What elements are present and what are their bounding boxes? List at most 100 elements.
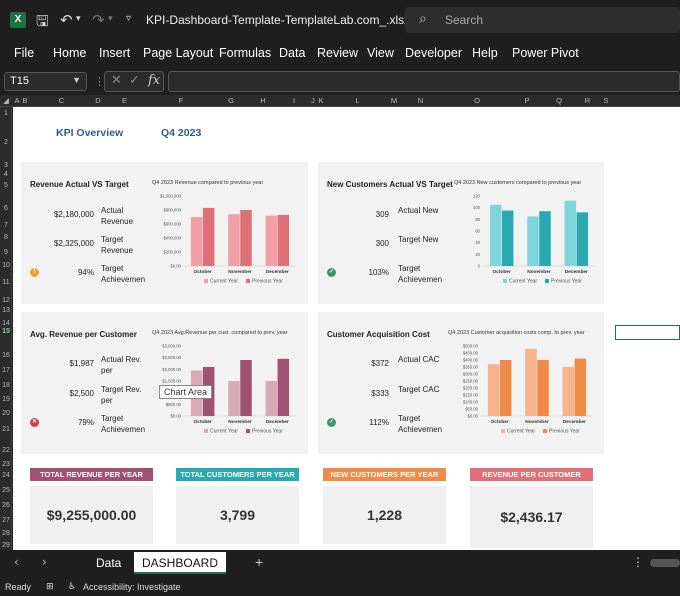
more-options-icon[interactable]: ⋮ [94,76,105,88]
column-header[interactable]: D [95,96,101,105]
cancel-icon[interactable]: ✕ [111,73,122,88]
row-header-selected[interactable]: 15 [2,328,10,335]
redo-icon[interactable]: ↷ [92,11,105,29]
menu-file[interactable]: File [14,46,35,60]
menu-view[interactable]: View [367,46,394,60]
menu-help[interactable]: Help [472,46,498,60]
column-header[interactable]: S [603,96,609,105]
column-header[interactable]: K [318,96,324,105]
add-sheet-icon[interactable]: + [255,554,264,570]
column-header[interactable]: G [228,96,234,105]
chart-bar[interactable] [525,348,537,416]
chart-bar[interactable] [240,360,252,416]
undo-icon[interactable]: ↶ [60,11,73,29]
column-header[interactable]: L [355,96,360,105]
chart-bar[interactable] [228,381,240,416]
chart-bar[interactable] [265,215,278,266]
undo-dropdown-icon[interactable]: ▾ [76,14,81,24]
menu-home[interactable]: Home [53,46,87,60]
kpi-panel-new-customers[interactable]: New Customers Actual VS Target 309 Actua… [318,162,604,304]
row-header[interactable]: 5 [4,182,8,189]
column-header[interactable]: N [417,96,424,105]
column-header[interactable]: J [311,96,315,105]
dashboard-sheet[interactable]: KPI Overview Q4 2023 Revenue Actual VS T… [13,107,613,550]
chart-bar[interactable] [202,207,215,266]
chevron-down-icon[interactable]: ▼ [72,75,81,85]
prev-sheet-icon[interactable]: ‹ [14,555,19,569]
menu-data[interactable]: Data [279,46,306,60]
kpi-panel-avg-revenue[interactable]: Avg. Revenue per Customer $1,987 Actual … [21,312,308,454]
row-header[interactable]: 1 [4,110,8,117]
row-header[interactable]: 23 [2,461,10,468]
kpi-panel-cac[interactable]: Customer Acquisition Cost $372 Actual CA… [318,312,604,454]
save-icon[interactable]: 🖫 [36,12,49,30]
row-header[interactable]: 18 [2,382,10,389]
row-header[interactable]: 10 [2,262,10,269]
chart-bar[interactable] [499,360,512,416]
row-header[interactable]: 2 [4,139,8,146]
horizontal-scrollbar[interactable] [650,559,680,567]
kpi-panel-revenue[interactable]: Revenue Actual VS Target $2,180,000 Actu… [21,162,308,304]
column-header[interactable]: I [292,96,296,105]
chart-bar[interactable] [537,360,549,416]
row-header[interactable]: 14 [2,320,10,327]
chart-bar[interactable] [574,358,587,416]
row-header[interactable]: 11 [2,279,10,286]
insert-function-icon[interactable]: fx [148,73,161,88]
chart-bar[interactable] [190,217,203,266]
accessibility-status[interactable]: Accessibility: Investigate [83,582,181,592]
cac-bar-chart[interactable]: $500.00 $450.00 $400.00 $350.00 $300.00 $250.… [449,342,599,448]
chart-bar[interactable] [487,364,500,416]
redo-dropdown-icon[interactable]: ▾ [108,14,113,24]
menu-insert[interactable]: Insert [99,46,131,60]
row-header[interactable]: 27 [2,517,10,524]
menu-review[interactable]: Review [317,46,358,60]
chart-bar[interactable] [539,211,551,266]
row-header[interactable]: 21 [2,426,10,433]
row-header[interactable]: 24 [2,472,10,479]
row-header[interactable]: 9 [4,249,8,256]
chart-bar[interactable] [501,210,514,266]
more-options-icon[interactable]: ⋮ [632,555,644,569]
formula-input[interactable] [168,71,680,92]
chart-bar[interactable] [240,210,252,266]
macro-icon[interactable]: ⊞ [46,582,54,592]
column-header[interactable]: H [260,96,266,105]
row-header[interactable]: 19 [2,396,10,403]
row-header[interactable]: 17 [2,367,10,374]
chart-bar[interactable] [527,216,539,266]
row-header[interactable]: 7 [4,222,8,229]
accessibility-icon[interactable]: ♿ [68,582,77,592]
tab-data[interactable]: Data [96,556,122,570]
column-header[interactable]: A [14,96,20,105]
chart-bar[interactable] [277,358,290,416]
column-header[interactable]: P [524,96,530,105]
chart-bar[interactable] [564,200,577,266]
row-header[interactable]: 8 [4,234,8,241]
menu-power-pivot[interactable]: Power Pivot [512,46,579,60]
column-header[interactable]: C [58,96,65,105]
row-header[interactable]: 28 [2,530,10,537]
column-header[interactable]: R [584,96,591,105]
customize-toolbar-icon[interactable]: ▿ [126,13,132,24]
enter-icon[interactable]: ✓ [129,73,140,88]
next-sheet-icon[interactable]: › [42,555,47,569]
row-header[interactable]: 22 [2,447,10,454]
chart-bar[interactable] [228,214,240,266]
menu-developer[interactable]: Developer [405,46,462,60]
row-header[interactable]: 4 [4,171,8,178]
chart-bar[interactable] [562,367,575,416]
new-customers-bar-chart[interactable]: 120 100 80 60 40 20 0 October November December Cu… [451,192,601,298]
chart-bar[interactable] [489,204,502,266]
column-header[interactable]: E [121,96,127,105]
row-header[interactable]: 13 [2,307,10,314]
column-header[interactable]: O [474,96,480,105]
revenue-bar-chart[interactable]: $1,000,000 $800,000 $600,000 $400,000 $200,0… [152,192,302,298]
tab-dashboard[interactable]: DASHBOARD [134,552,227,574]
select-all-corner[interactable]: ◢ [3,96,9,105]
row-header[interactable]: 26 [2,502,10,509]
column-header[interactable]: Q [556,96,562,105]
name-box[interactable]: T15 ▼ [4,72,87,91]
row-header[interactable]: 20 [2,410,10,417]
row-header[interactable]: 3 [4,162,8,169]
